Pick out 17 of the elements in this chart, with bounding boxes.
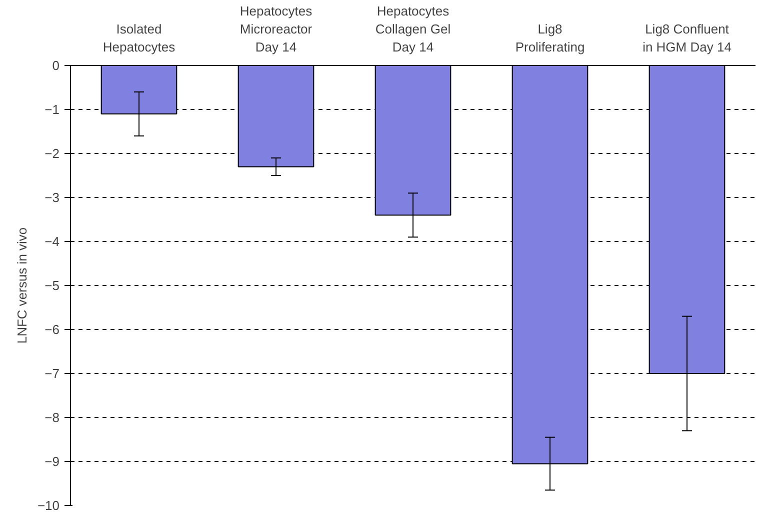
x-tick-label: Hepatocytes Collagen Gel Day 14 xyxy=(375,4,451,54)
x-tick-label: Hepatocytes Microreactor Day 14 xyxy=(240,4,313,54)
y-tick-label: −5 xyxy=(44,278,60,293)
x-tick-label: Lig8 Confluent in HGM Day 14 xyxy=(642,22,732,54)
y-tick-label: −10 xyxy=(37,498,60,513)
y-tick-label: −8 xyxy=(44,410,60,425)
y-tick-label: −1 xyxy=(44,102,60,117)
x-tick-label: Lig8 Proliferating xyxy=(515,22,585,54)
y-tick-label: −6 xyxy=(44,322,60,337)
y-tick-label: −2 xyxy=(44,146,60,161)
y-axis-title: LNFC versus in vivo xyxy=(14,227,30,344)
y-tick-label: −7 xyxy=(44,366,60,381)
y-tick-label: −9 xyxy=(44,454,60,469)
y-tick-label: −4 xyxy=(44,234,60,249)
y-tick-label: −3 xyxy=(44,190,60,205)
x-tick-label: Isolated Hepatocytes xyxy=(102,22,176,54)
y-tick-label: 0 xyxy=(52,58,60,73)
